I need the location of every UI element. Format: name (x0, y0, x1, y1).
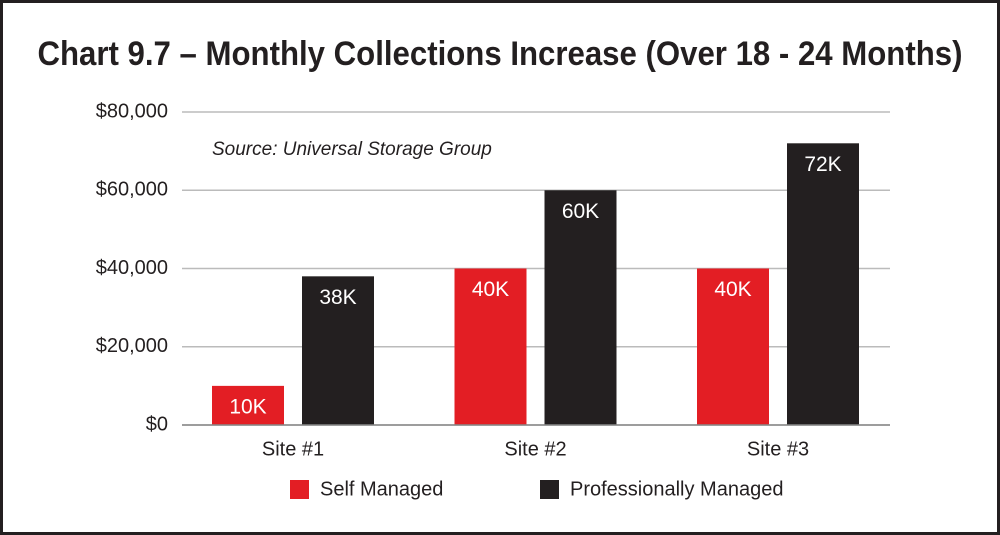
y-tick-label: $20,000 (96, 335, 168, 357)
legend-label: Self Managed (320, 478, 443, 500)
y-tick-label: $80,000 (96, 100, 168, 122)
x-tick-label: Site #2 (504, 438, 566, 460)
value-label: 40K (472, 278, 509, 301)
legend-swatch (540, 480, 559, 499)
legend-label: Professionally Managed (570, 478, 783, 500)
y-tick-label: $40,000 (96, 257, 168, 279)
bar (454, 268, 527, 425)
y-tick-label: $60,000 (96, 179, 168, 201)
bar (787, 143, 859, 426)
value-label: 60K (562, 200, 599, 223)
bar (212, 385, 284, 425)
bar (697, 268, 769, 425)
value-label: 40K (714, 278, 751, 301)
value-label: 72K (804, 153, 841, 176)
chart-title: Chart 9.7 – Monthly Collections Increase… (38, 35, 963, 73)
bar (544, 190, 617, 425)
bar (302, 276, 374, 425)
x-tick-label: Site #1 (262, 438, 324, 460)
source-note: Source: Universal Storage Group (212, 139, 492, 160)
value-label: 38K (319, 286, 356, 309)
legend-swatch (290, 480, 309, 499)
y-tick-label: $0 (146, 413, 168, 435)
x-tick-label: Site #3 (747, 438, 809, 460)
value-label: 10K (229, 395, 266, 418)
